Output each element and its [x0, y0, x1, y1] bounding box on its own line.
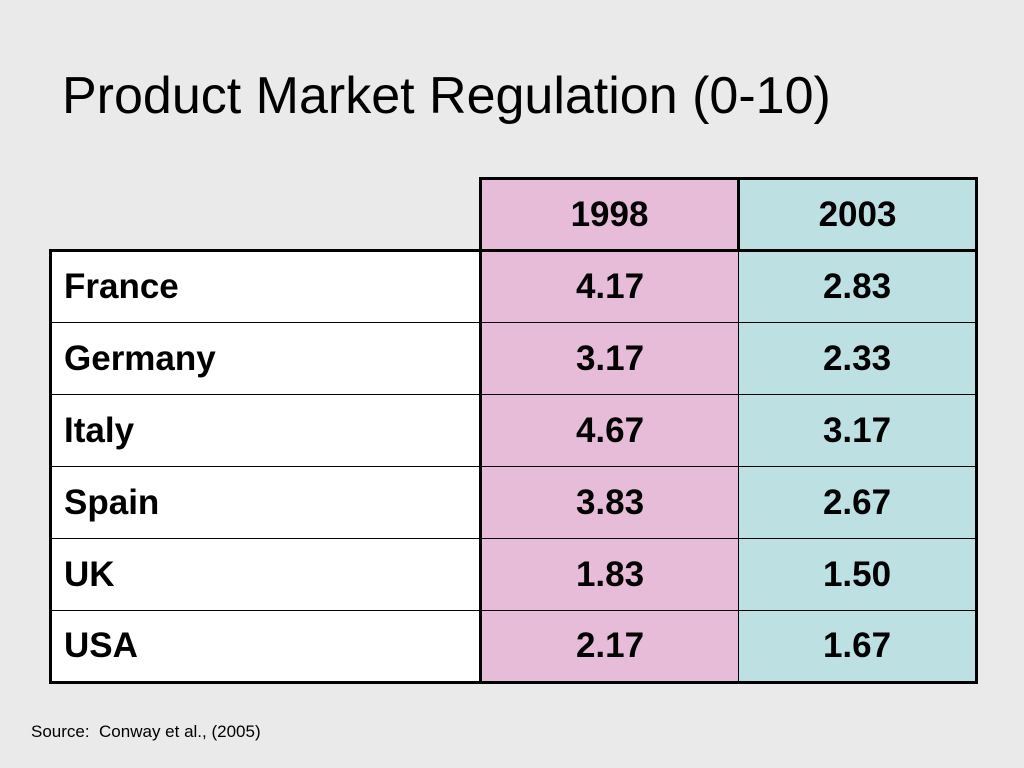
slide-title: Product Market Regulation (0-10) [62, 67, 831, 125]
table-row: USA 2.17 1.67 [49, 610, 978, 684]
country-cell: France [49, 249, 482, 323]
value-cell-1998: 3.17 [480, 322, 739, 395]
table-row: Germany 3.17 2.33 [49, 322, 978, 395]
value-cell-2003: 2.83 [738, 249, 978, 323]
regulation-table: 1998 2003 France 4.17 2.83 Germany 3.17 … [49, 177, 978, 684]
country-cell: UK [49, 538, 482, 611]
table-row: Italy 4.67 3.17 [49, 394, 978, 467]
table-row: UK 1.83 1.50 [49, 538, 978, 611]
value-cell-2003: 1.50 [738, 538, 978, 611]
country-cell: Italy [49, 394, 482, 467]
table-header-row: 1998 2003 [51, 177, 978, 252]
value-cell-1998: 4.17 [480, 249, 739, 323]
value-cell-2003: 2.33 [738, 322, 978, 395]
column-header-2003: 2003 [737, 177, 978, 252]
value-cell-2003: 1.67 [738, 610, 978, 684]
country-cell: USA [49, 610, 482, 684]
country-cell: Spain [49, 466, 482, 539]
value-cell-2003: 2.67 [738, 466, 978, 539]
value-cell-1998: 1.83 [480, 538, 739, 611]
value-cell-2003: 3.17 [738, 394, 978, 467]
value-cell-1998: 2.17 [480, 610, 739, 684]
table-row: Spain 3.83 2.67 [49, 466, 978, 539]
table-row: France 4.17 2.83 [49, 249, 978, 323]
value-cell-1998: 3.83 [480, 466, 739, 539]
value-cell-1998: 4.67 [480, 394, 739, 467]
source-note: Source: Conway et al., (2005) [31, 722, 261, 741]
column-header-1998: 1998 [479, 177, 740, 252]
country-cell: Germany [49, 322, 482, 395]
header-corner-cell [51, 179, 481, 251]
